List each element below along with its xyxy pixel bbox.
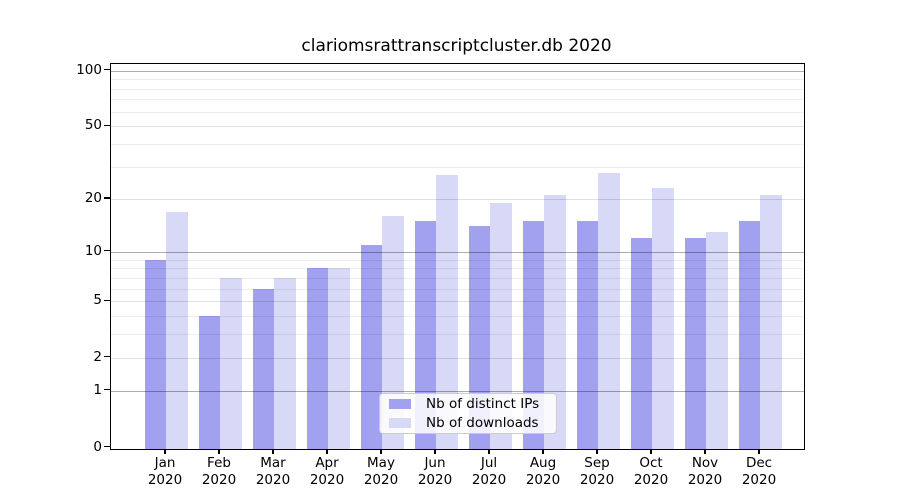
gridline-70 (111, 99, 804, 101)
x-tick-mark-dec (758, 449, 760, 454)
y-tick-label-10: 10 (84, 242, 102, 259)
x-tick-mark-mar (272, 449, 274, 454)
x-tick-label-jun: Jun 2020 (417, 455, 453, 488)
x-tick-mark-jan (164, 449, 166, 454)
legend-row-distinct-ips: Nb of distinct IPs (389, 394, 556, 414)
bar-distinct-ips-mar (252, 288, 274, 449)
y-tick-mark-1 (104, 389, 110, 391)
bar-downloads-sep (598, 172, 620, 449)
gridline-9 (111, 259, 804, 261)
legend-row-downloads: Nb of downloads (389, 414, 556, 434)
bar-downloads-aug (544, 195, 566, 449)
bar-downloads-dec (760, 195, 782, 449)
y-tick-mark-50 (104, 124, 110, 127)
chart-title: clariomsrattranscriptcluster.db 2020 (301, 36, 612, 56)
bar-distinct-ips-oct (630, 238, 652, 449)
bar-downloads-feb (220, 277, 242, 449)
gridline-8 (111, 268, 804, 270)
gridline-2 (111, 357, 804, 359)
bar-distinct-ips-sep (576, 221, 598, 449)
legend-swatch-distinct-ips (389, 398, 411, 409)
bar-distinct-ips-may (360, 244, 382, 449)
x-tick-label-oct: Oct 2020 (633, 455, 669, 488)
x-tick-label-jan: Jan 2020 (147, 455, 183, 488)
bar-downloads-apr (328, 268, 350, 449)
y-tick-mark-0 (104, 445, 110, 448)
x-tick-label-mar: Mar 2020 (255, 455, 291, 488)
bar-downloads-oct (652, 188, 674, 449)
gridline-3 (111, 334, 804, 336)
x-tick-mark-may (380, 449, 382, 454)
gridline-5 (111, 301, 804, 303)
y-tick-label-0: 0 (93, 438, 102, 455)
x-tick-mark-jul (488, 449, 490, 454)
y-tick-mark-2 (104, 356, 110, 358)
legend-label-distinct-ips: Nb of distinct IPs (426, 395, 540, 412)
bar-downloads-mar (274, 277, 296, 449)
gridline-1 (111, 390, 804, 392)
gridline-10 (111, 251, 804, 253)
x-tick-mark-aug (542, 449, 544, 454)
gridline-6 (111, 288, 804, 290)
y-tick-label-50: 50 (84, 117, 102, 134)
gridline-60 (111, 111, 804, 113)
bar-distinct-ips-jun (414, 221, 436, 449)
bar-distinct-ips-nov (684, 238, 706, 449)
y-tick-label-1: 1 (93, 381, 102, 398)
bar-distinct-ips-aug (522, 221, 544, 449)
y-tick-label-100: 100 (76, 61, 102, 78)
x-tick-mark-oct (650, 449, 652, 454)
y-tick-label-2: 2 (93, 348, 102, 365)
bar-distinct-ips-apr (306, 268, 328, 449)
gridline-30 (111, 167, 804, 169)
x-tick-mark-nov (704, 449, 706, 454)
bar-distinct-ips-dec (738, 221, 760, 449)
x-tick-label-may: May 2020 (363, 455, 399, 488)
y-tick-mark-20 (104, 197, 110, 199)
gridline-100 (111, 70, 804, 72)
bar-downloads-jul (490, 202, 512, 449)
gridline-40 (111, 144, 804, 146)
x-tick-label-dec: Dec 2020 (741, 455, 777, 488)
x-tick-label-apr: Apr 2020 (309, 455, 345, 488)
y-tick-mark-100 (104, 69, 110, 71)
bar-downloads-may (382, 216, 404, 449)
x-tick-label-sep: Sep 2020 (579, 455, 615, 488)
bar-downloads-jan (166, 211, 188, 449)
plot-area: Nb of distinct IPs Nb of downloads (110, 63, 805, 450)
gridline-80 (111, 88, 804, 90)
bar-downloads-nov (706, 232, 728, 449)
gridline-4 (111, 316, 804, 318)
x-tick-label-feb: Feb 2020 (201, 455, 237, 488)
gridline-20 (111, 198, 804, 200)
x-tick-mark-jun (434, 449, 436, 454)
gridline-50 (111, 126, 804, 128)
x-tick-mark-feb (218, 449, 220, 454)
legend: Nb of distinct IPs Nb of downloads (379, 393, 557, 434)
legend-swatch-downloads (389, 418, 411, 429)
x-tick-mark-apr (326, 449, 328, 454)
y-tick-label-20: 20 (84, 189, 102, 206)
legend-label-downloads: Nb of downloads (426, 415, 539, 432)
bar-distinct-ips-jan (144, 259, 166, 449)
bar-distinct-ips-feb (198, 316, 220, 449)
x-tick-label-aug: Aug 2020 (525, 455, 561, 488)
y-tick-label-5: 5 (93, 292, 102, 309)
x-tick-label-nov: Nov 2020 (687, 455, 723, 488)
bar-downloads-jun (436, 175, 458, 449)
x-tick-mark-sep (596, 449, 598, 454)
gridline-90 (111, 79, 804, 81)
y-tick-mark-5 (104, 299, 110, 301)
y-tick-mark-10 (104, 250, 110, 252)
gridline-7 (111, 277, 804, 279)
x-tick-label-jul: Jul 2020 (471, 455, 507, 488)
